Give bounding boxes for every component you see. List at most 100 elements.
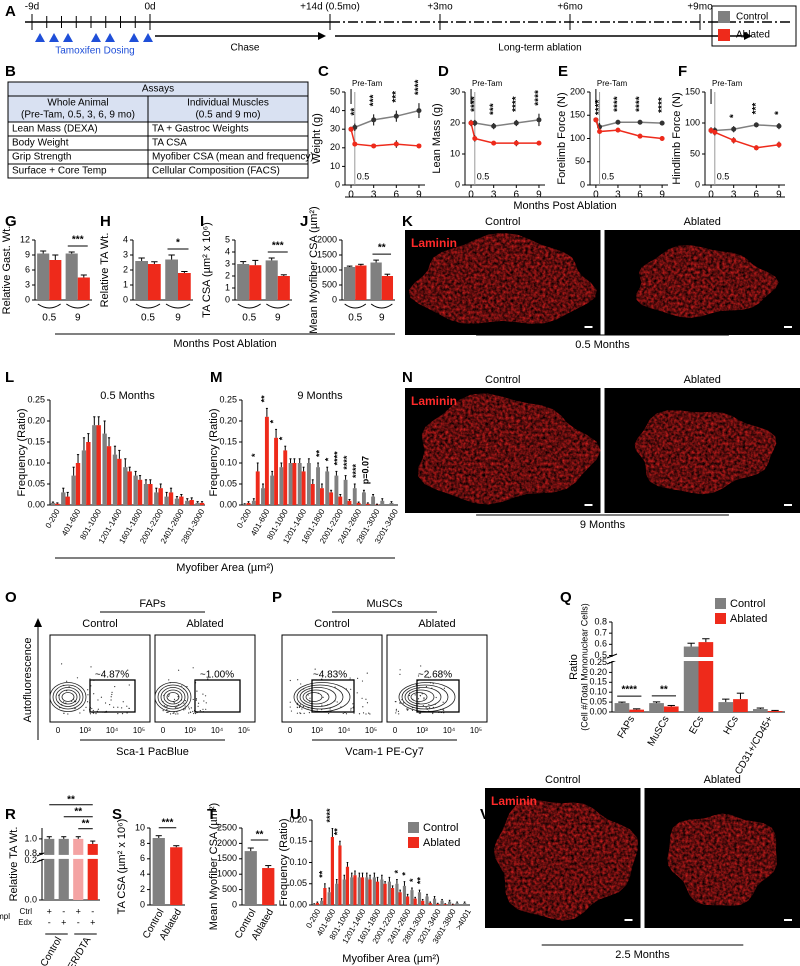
event-dot [183,702,185,704]
y-tick-label: 0.05 [589,696,607,706]
flow-title: FAPs [139,598,166,610]
y-tick-label: 0 [455,179,460,189]
bar [370,262,382,300]
timeline-label: +3mo [427,2,453,13]
data-point [393,113,399,119]
bar [164,496,169,505]
event-dot [188,712,190,714]
table-cell: Body Weight [12,138,69,149]
bar [440,900,444,905]
timeline-label: +14d (0.5mo) [300,2,360,13]
significance: **** [534,90,545,106]
significance: *** [272,241,284,252]
bar [338,845,342,905]
data-point [352,141,358,147]
y-tick-label: 10 [135,822,145,832]
bar [383,883,387,905]
event-dot [117,713,119,715]
panel-letter: F [678,63,687,80]
panel-letter: I [200,213,204,230]
y-tick-label: 500 [222,884,237,894]
event-dot [358,713,361,715]
y-tick-label: 0.10 [289,857,307,867]
contour [160,687,186,707]
bar [455,902,459,905]
bar [410,890,414,905]
significance: * [268,419,278,423]
flow-plot [49,634,151,723]
bar [733,699,748,712]
pre-tam-label: Pre-Tam [352,79,383,88]
bar [199,502,205,505]
event-dot [309,697,311,699]
bar [387,881,391,905]
timeline-label: 0d [144,2,155,13]
bar [767,711,783,712]
bar [75,463,81,505]
event-dot [399,702,401,704]
bar [327,892,331,905]
scale-bar [584,504,593,506]
x-axis-label: Months Post Ablation [513,200,616,212]
stain-label: Laminin [491,794,537,808]
event-dot [67,713,69,715]
significance: * [250,453,260,457]
significance: * [393,870,403,874]
bar [320,488,324,505]
bar [389,502,394,505]
y-tick-label: 0 [332,294,337,304]
event-dot [421,693,423,695]
x-tick-label: 6 [514,190,520,201]
event-dot [205,702,207,704]
y-axis-label: Frequency (Ratio) [278,818,290,906]
pre-tam-label: Pre-Tam [472,79,503,88]
x-axis-label: Myofiber Area (µm²) [176,562,273,574]
event-dot [336,701,338,703]
table-cell: TA CSA [152,138,187,149]
bar [698,642,714,712]
bar [61,492,66,505]
bar [264,416,269,505]
dose-marker [105,33,115,42]
gate-label: ~4.83% [313,670,347,681]
panel-letter: M [210,369,223,386]
contour [305,692,323,702]
micrograph-caption: 0.5 Months [575,339,630,351]
y-tick-label: 0 [335,179,340,189]
event-dot [423,697,425,699]
flow-label: Control [82,618,117,630]
bar [261,488,265,505]
bar [251,500,256,505]
bar [274,437,279,505]
bar [425,896,429,905]
bar [158,488,163,505]
bar [189,499,194,505]
y-tick-label: 2 [123,264,128,274]
event-dot [204,695,207,697]
event-dot [352,703,354,705]
x-tick-label: 0 [348,190,354,201]
x-tick-label: 0.5 [141,313,155,324]
event-dot [79,712,81,714]
ablation-label: Long-term ablation [498,43,581,54]
event-dot [163,705,165,707]
x-tick-label: 0 [288,726,293,735]
table-cell: TA + Gastroc Weights [152,124,249,135]
bar [73,838,84,900]
panel-letter: N [402,369,413,386]
event-dot [86,701,89,703]
contour [404,687,442,707]
x-tick-label: 9 [659,190,665,201]
event-dot [207,678,209,680]
event-dot [114,685,116,688]
panel-letter: B [5,63,16,80]
y-tick-label: 2000 [217,838,237,848]
event-dot [425,685,428,688]
data-point [593,117,599,123]
chase-label: Chase [231,43,260,54]
x-tick-label: 9 [175,313,181,324]
event-dot [63,712,65,714]
bar [242,504,247,505]
x-tick-label: 6 [394,190,400,201]
event-dot [362,706,364,708]
